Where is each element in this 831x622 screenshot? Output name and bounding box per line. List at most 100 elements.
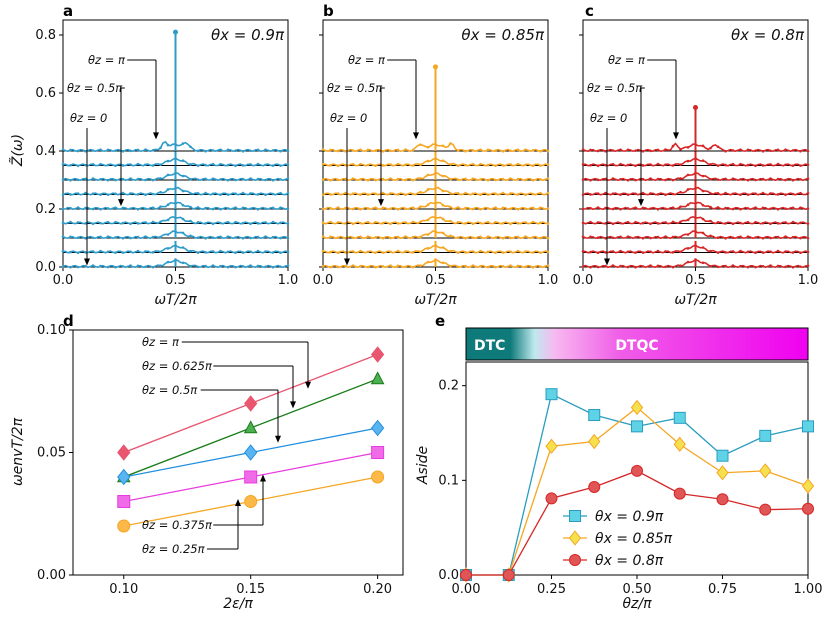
- trace-point: [336, 164, 340, 168]
- trace-point: [121, 265, 125, 268]
- data-point: [588, 433, 601, 450]
- arrow-head: [290, 401, 296, 409]
- trace-point: [649, 250, 652, 254]
- trace-point: [219, 249, 222, 253]
- trace-point: [61, 163, 65, 166]
- trace-point: [509, 163, 512, 166]
- trace-point: [211, 236, 215, 239]
- trace-point: [426, 260, 430, 264]
- trace-point: [716, 265, 720, 269]
- trace-point: [166, 173, 170, 177]
- trace-point: [746, 163, 750, 167]
- trace-point: [84, 222, 87, 225]
- trace-point: [546, 236, 550, 240]
- trace-point: [471, 192, 475, 196]
- trace-point: [129, 177, 132, 180]
- trace-point: [271, 164, 275, 167]
- trace-point: [739, 178, 742, 181]
- trace-point: [806, 250, 810, 254]
- trace-point: [321, 163, 325, 166]
- trace-point: [611, 250, 615, 253]
- trace-point: [226, 163, 230, 167]
- data-point: [244, 444, 258, 461]
- data-point: [460, 569, 472, 581]
- trace-point: [799, 221, 802, 225]
- trace-point: [76, 149, 80, 153]
- trace-point: [509, 177, 512, 180]
- arrow-head: [344, 258, 350, 266]
- trace-point: [516, 235, 520, 239]
- trace-point: [671, 235, 675, 239]
- trace-point: [634, 192, 637, 196]
- trace-point: [701, 174, 705, 178]
- trace-point: [344, 163, 347, 167]
- trace-point: [494, 149, 497, 153]
- trace-point: [389, 149, 392, 153]
- legend-marker: [569, 554, 581, 566]
- trace-point: [136, 177, 140, 181]
- trace-point: [769, 264, 772, 267]
- panel-d: 0.10 0.15 0.20 0.00 0.05 0.10 θz = π θz = 0.625…: [10, 323, 404, 612]
- trace-point: [761, 221, 765, 225]
- trace-point: [106, 265, 110, 269]
- trace-point: [546, 222, 550, 225]
- trace-point: [539, 265, 542, 268]
- trace-point: [321, 148, 325, 151]
- trace-point: [61, 249, 65, 253]
- trace-point: [381, 251, 385, 254]
- y-axis-label: Z̃(ω): [9, 134, 26, 167]
- x-tick-label: 0.0: [313, 273, 334, 288]
- trace-point: [374, 206, 377, 209]
- trace-point: [441, 246, 445, 249]
- data-point: [117, 519, 131, 533]
- trace-point: [99, 148, 102, 151]
- trace-point: [76, 164, 80, 168]
- trace-point: [501, 236, 505, 240]
- trace-point: [151, 206, 155, 210]
- trace-point: [219, 207, 222, 211]
- trace-point: [679, 205, 682, 208]
- trace-point: [359, 148, 362, 151]
- trace-point: [359, 178, 362, 181]
- trace-point: [746, 265, 750, 269]
- trace-point: [99, 162, 102, 166]
- trace-point: [806, 191, 810, 195]
- trace-point: [769, 222, 772, 226]
- trace-point: [531, 178, 535, 182]
- trace-point: [784, 265, 787, 269]
- phase-label-dtc: DTC: [474, 338, 505, 354]
- trace-point: [279, 221, 282, 225]
- trace-point: [754, 206, 757, 209]
- trace-point: [649, 207, 652, 211]
- trace-point: [121, 177, 125, 181]
- trace-point: [471, 236, 475, 239]
- trace-point: [656, 235, 660, 239]
- trace-point: [776, 193, 780, 196]
- trace-point: [189, 178, 192, 181]
- data-point: [244, 495, 258, 508]
- trace-point: [264, 265, 267, 269]
- trace-point: [106, 235, 110, 238]
- trace-point: [784, 207, 787, 211]
- trace-point: [381, 149, 385, 153]
- trace-point: [589, 178, 592, 182]
- trace-point: [381, 164, 385, 167]
- trace-point: [724, 149, 727, 153]
- trace-point: [256, 235, 260, 239]
- trace-point: [256, 249, 260, 253]
- trace-point: [596, 206, 600, 209]
- trace-point: [611, 207, 615, 211]
- trace-point: [434, 186, 437, 190]
- trace-point: [366, 220, 370, 224]
- trace-point: [61, 178, 65, 181]
- trace-point: [656, 222, 660, 225]
- arrow-head: [413, 132, 419, 140]
- trace-point: [366, 193, 370, 196]
- trace-point: [641, 177, 645, 181]
- trace-point: [456, 206, 460, 209]
- trace-point: [336, 178, 340, 182]
- trace-point: [174, 258, 177, 262]
- trace-point: [494, 192, 497, 196]
- trace-point: [91, 264, 95, 267]
- trace-point: [151, 220, 155, 224]
